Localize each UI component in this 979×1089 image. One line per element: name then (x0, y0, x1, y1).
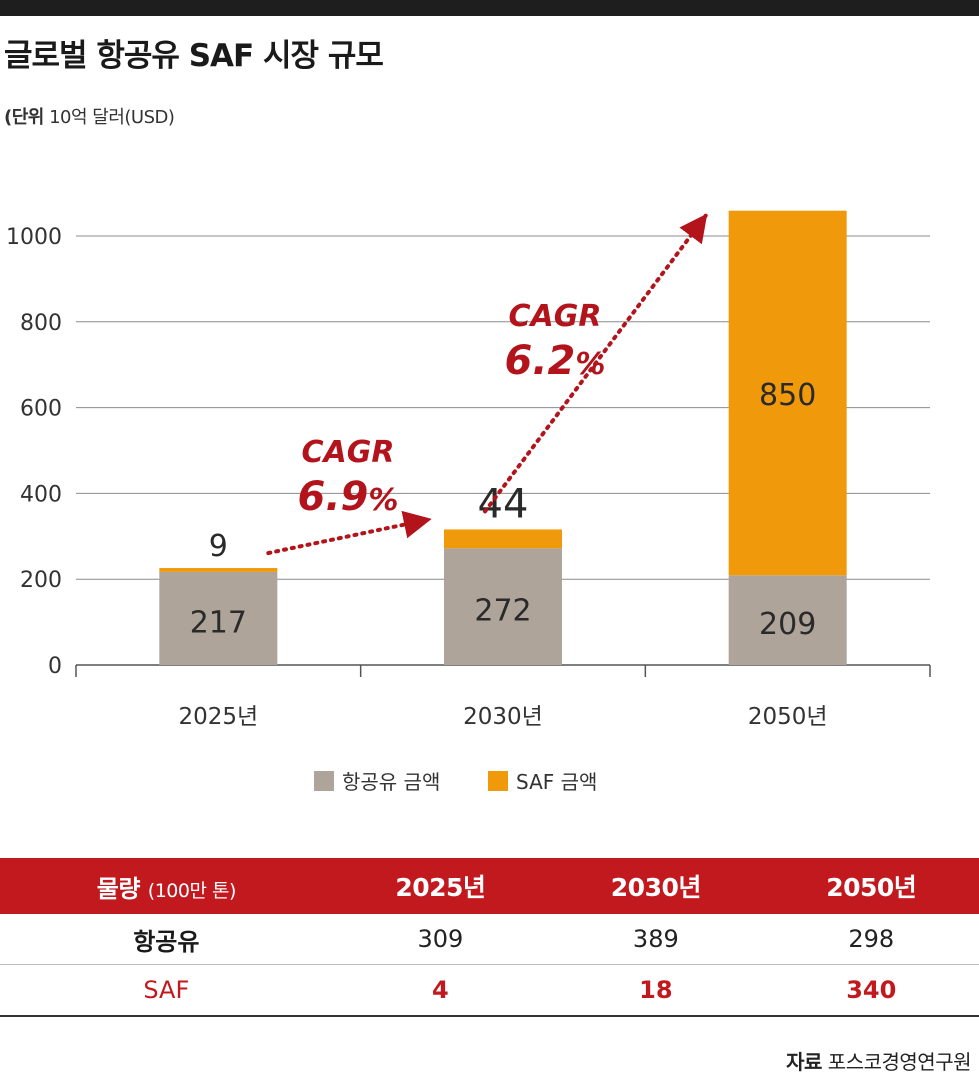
legend-swatch (488, 771, 508, 791)
chart-title: 글로벌 항공유 SAF 시장 규모 (4, 38, 384, 74)
source-note: 자료 포스코경영연구원 (786, 1046, 971, 1075)
table-cell: 298 (763, 914, 979, 965)
data-label-saf: 44 (478, 481, 529, 527)
table-cell: 4 (332, 964, 549, 1017)
x-tick-label: 2025년 (178, 704, 258, 730)
cagr-arrow (266, 510, 432, 556)
y-tick-label: 200 (20, 568, 62, 593)
table-column-header: 2030년 (548, 858, 764, 914)
cagr-label: CAGR (302, 435, 395, 470)
cagr-rate: 6.2% (505, 338, 606, 384)
source-value: 포스코경영연구원 (821, 1050, 972, 1074)
data-label-jet-fuel: 272 (474, 594, 531, 629)
stacked-bar-chart: 0 200 400 600 800 1000 217 9 272 44 209 850 CAGR 6.… (6, 210, 931, 794)
y-tick-label: 1000 (6, 225, 62, 250)
table-cell: 389 (548, 914, 764, 965)
x-tick-label: 2030년 (463, 704, 543, 730)
bar-jet-fuel (444, 548, 562, 665)
table-corner-label: 물량 (96, 874, 141, 903)
bars: 217 9 272 44 209 850 (159, 210, 847, 665)
table-row-label: SAF (0, 964, 333, 1017)
legend-label: 항공유 금액 (342, 770, 440, 794)
data-label-jet-fuel: 217 (190, 605, 247, 640)
y-tick-label: 400 (20, 482, 62, 507)
cagr-arrow (483, 213, 708, 514)
table-column-header: 2050년 (763, 858, 979, 914)
data-label-saf: 850 (759, 378, 816, 413)
data-label-saf: 9 (209, 529, 228, 564)
top-bar (0, 0, 979, 16)
volume-table: 물량 (100만 톤) 2025년 2030년 2050년 항공유 309 38… (0, 858, 979, 1017)
legend-swatch (314, 771, 334, 791)
table-header-row: 물량 (100만 톤) 2025년 2030년 2050년 (0, 858, 979, 914)
table-column-header: 2025년 (332, 858, 549, 914)
legend-label: SAF 금액 (516, 770, 597, 794)
cagr-arrows: CAGR 6.9% CAGR 6.2% (266, 213, 708, 556)
table-row-label: 항공유 (0, 914, 333, 965)
unit-label: (단위 10억 달러(USD) (4, 103, 175, 129)
legend: 항공유 금액 SAF 금액 (314, 770, 597, 794)
table-cell: 309 (332, 914, 549, 965)
table-corner-header: 물량 (100만 톤) (0, 858, 333, 914)
cagr-rate: 6.9% (298, 474, 399, 520)
x-axis-ticks: 2025년 2030년 2050년 (178, 704, 827, 730)
bar-saf (159, 568, 278, 572)
bar-jet-fuel (728, 575, 847, 665)
y-axis-ticks: 0 200 400 600 800 1000 (6, 225, 62, 679)
table-cell: 18 (548, 964, 764, 1017)
bar-saf (444, 529, 562, 549)
y-tick-label: 600 (20, 397, 62, 422)
x-tick-label: 2050년 (748, 704, 828, 730)
source-label: 자료 (786, 1050, 822, 1074)
unit-label-key: (단위 (4, 107, 44, 128)
bar-saf (728, 210, 847, 576)
y-tick-label: 800 (20, 311, 62, 336)
table-corner-sub: (100만 톤) (147, 879, 237, 902)
table-row-jet-fuel: 항공유 309 389 298 (0, 914, 979, 965)
table-cell: 340 (763, 964, 979, 1017)
table-row-saf: SAF 4 18 340 (0, 964, 979, 1017)
y-tick-label: 0 (48, 654, 62, 679)
unit-label-value: 10억 달러(USD) (43, 107, 175, 128)
data-label-jet-fuel: 209 (759, 607, 816, 642)
cagr-label: CAGR (509, 299, 602, 334)
bar-jet-fuel (159, 571, 278, 665)
